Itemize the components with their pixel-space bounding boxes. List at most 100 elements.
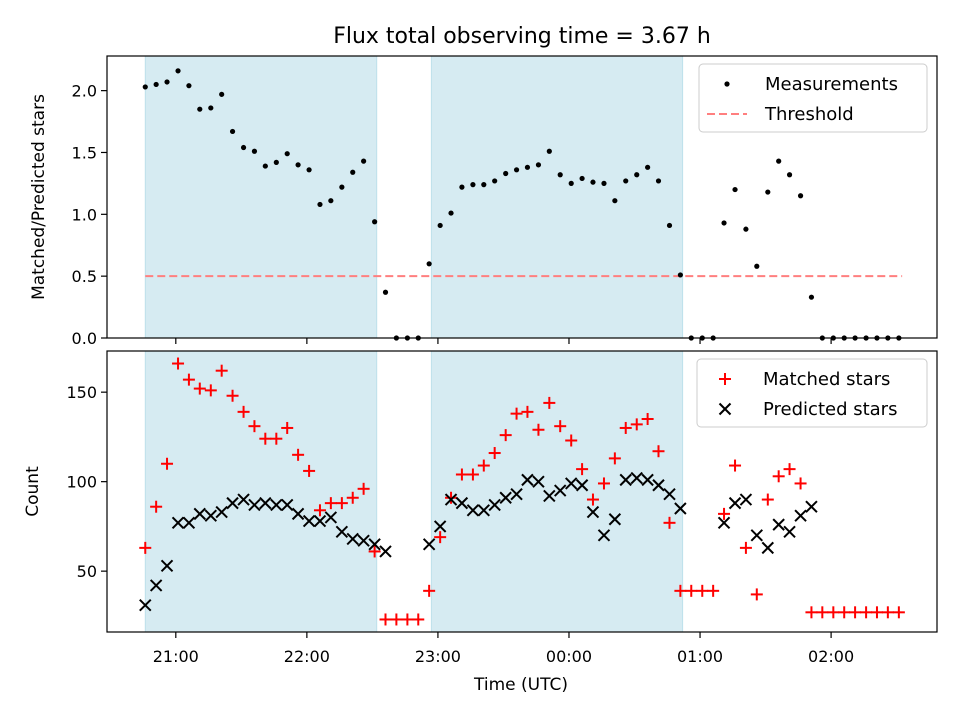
matched-star-marker xyxy=(292,448,305,461)
y-axis-label: Count xyxy=(23,466,43,517)
measurement-point xyxy=(229,128,236,135)
marker-stroke xyxy=(750,529,764,542)
predicted-star-marker xyxy=(270,498,283,512)
matched-star-marker xyxy=(881,606,894,619)
measurement-point xyxy=(437,222,443,229)
marker-stroke xyxy=(455,496,469,510)
predicted-star-marker xyxy=(597,529,611,542)
measurement-point xyxy=(273,159,279,165)
matched-star-marker xyxy=(685,584,698,597)
marker-stroke xyxy=(379,545,392,558)
marker-stroke xyxy=(739,493,753,506)
x-tick-label: 02:00 xyxy=(808,647,854,666)
predicted-star-marker xyxy=(499,491,512,504)
predicted-star-marker xyxy=(488,498,501,512)
measurement-point xyxy=(361,158,367,164)
measurement-point xyxy=(240,144,247,151)
legend: Matched stars Predicted stars xyxy=(696,358,928,428)
predicted-star-marker xyxy=(477,504,491,517)
measurement-point xyxy=(459,184,465,190)
measurement-point xyxy=(197,106,203,112)
measurement-point xyxy=(797,193,804,199)
predicted-star-marker xyxy=(510,487,523,501)
matched-star-marker xyxy=(172,357,185,370)
matched-star-marker xyxy=(379,613,392,626)
predicted-star-marker xyxy=(313,514,327,528)
marker-stroke xyxy=(663,487,676,501)
marker-stroke xyxy=(772,518,785,531)
matched-star-marker xyxy=(357,482,370,495)
legend-label: Matched stars xyxy=(763,369,890,390)
predicted-star-marker xyxy=(608,513,622,526)
measurement-point xyxy=(481,182,487,188)
observing-window-band-0 xyxy=(144,350,378,633)
series-measurements xyxy=(142,68,902,341)
measurement-point xyxy=(721,220,727,226)
measurement-point xyxy=(524,164,531,170)
predicted-star-marker xyxy=(794,509,807,522)
matched-star-marker xyxy=(259,432,272,445)
matched-star-marker xyxy=(805,606,818,619)
matched-star-marker xyxy=(641,413,654,426)
measurement-point xyxy=(317,201,323,208)
matched-star-marker xyxy=(313,504,326,517)
predicted-star-marker xyxy=(466,504,480,517)
matched-star-marker xyxy=(499,429,512,442)
measurement-point xyxy=(568,180,574,186)
matched-star-marker xyxy=(204,384,217,397)
matched-star-marker xyxy=(477,459,490,472)
matched-star-marker xyxy=(870,606,883,619)
series-predicted-stars xyxy=(139,471,818,612)
marker-stroke xyxy=(761,541,775,555)
measurement-point xyxy=(590,179,596,185)
y-tick-label: 0.5 xyxy=(72,267,97,286)
marker-stroke xyxy=(422,538,436,551)
predicted-star-marker xyxy=(565,477,578,490)
marker-stroke xyxy=(182,516,196,530)
series-matched-stars xyxy=(139,357,905,626)
matched-star-marker xyxy=(860,606,873,619)
y-tick-label: 100 xyxy=(66,473,97,492)
predicted-star-marker xyxy=(422,538,436,551)
matched-star-marker xyxy=(445,491,458,504)
predicted-star-marker xyxy=(783,525,796,538)
matched-star-marker xyxy=(586,493,599,506)
measurement-point xyxy=(284,151,290,157)
predicted-star-marker xyxy=(182,516,196,530)
y-axis-label: Matched/Predicted stars xyxy=(29,94,49,300)
axes-frame xyxy=(106,55,938,339)
measurement-point xyxy=(186,83,192,89)
predicted-star-marker xyxy=(761,541,775,555)
marker-stroke xyxy=(139,598,152,612)
marker-stroke xyxy=(499,491,512,504)
measurement-point xyxy=(666,222,673,229)
predicted-star-marker xyxy=(215,505,228,519)
predicted-star-marker xyxy=(553,484,567,497)
marker-stroke xyxy=(794,509,807,522)
matched-star-marker xyxy=(718,507,731,520)
predicted-star-marker xyxy=(586,505,600,519)
matched-star-marker xyxy=(412,613,425,626)
marker-stroke xyxy=(717,516,731,530)
measurement-point xyxy=(645,164,651,170)
marker-stroke xyxy=(674,502,687,515)
marker-stroke xyxy=(248,498,261,512)
measurement-point xyxy=(382,289,389,295)
measurement-point xyxy=(655,178,662,184)
measurement-point xyxy=(164,79,170,85)
matched-star-marker xyxy=(466,468,479,481)
predicted-star-marker xyxy=(226,496,239,510)
matched-star-marker xyxy=(554,420,567,433)
measurement-point xyxy=(153,81,159,88)
measurement-point xyxy=(579,175,585,182)
matched-star-marker xyxy=(674,584,687,597)
marker-stroke xyxy=(466,504,480,517)
predicted-star-marker xyxy=(171,516,185,530)
legend-box xyxy=(696,358,928,428)
predicted-star-marker xyxy=(149,579,163,592)
predicted-star-marker xyxy=(805,500,818,513)
matched-star-marker xyxy=(510,407,523,420)
predicted-star-marker xyxy=(674,502,687,515)
